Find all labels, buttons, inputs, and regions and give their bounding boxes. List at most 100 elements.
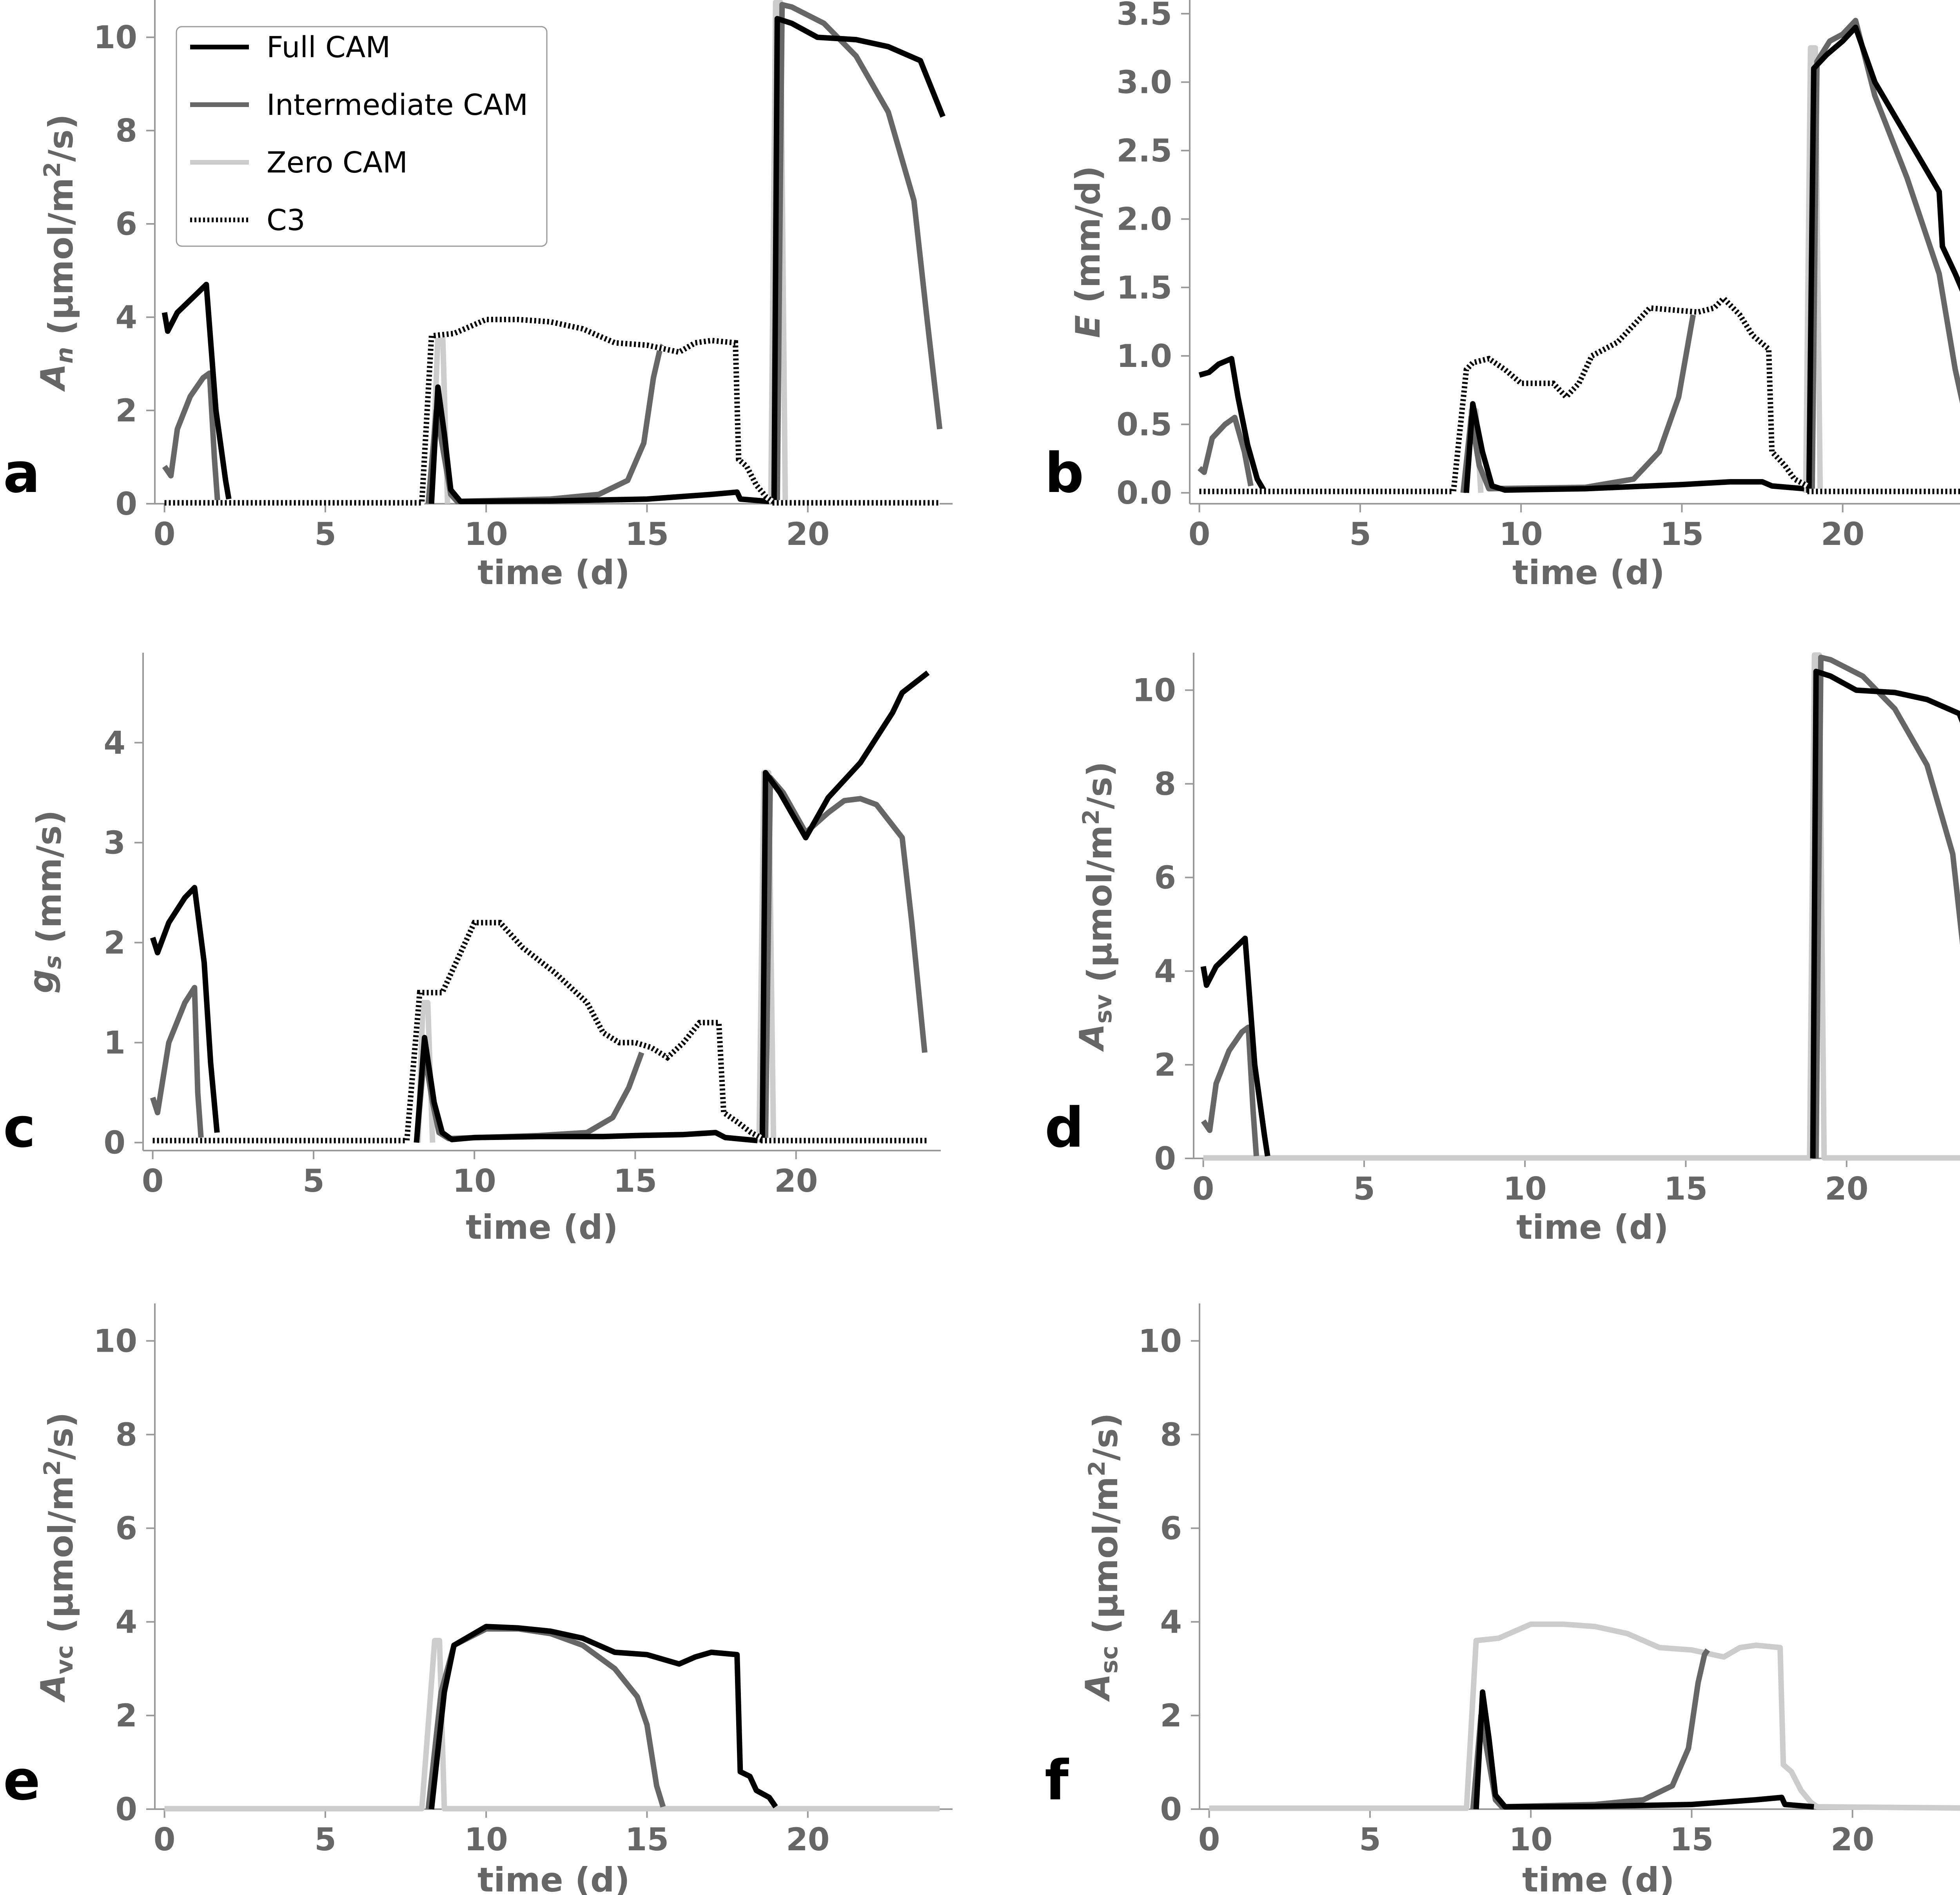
y-tick-label: 6 <box>1154 859 1176 896</box>
y-tick-label: 4 <box>1154 953 1176 989</box>
x-tick-label: 15 <box>625 1821 669 1858</box>
series-line <box>152 920 762 1144</box>
x-tick-label: 5 <box>303 1163 325 1199</box>
panel-b: 0 5 10 15 20 0.0 0.5 1.0 1.5 2.0 2.5 3.0 3.5 time (d)… <box>1045 0 1960 592</box>
series-line <box>1203 652 1960 1161</box>
y-tick-label: 1.5 <box>1116 269 1172 306</box>
series-line <box>150 885 220 1133</box>
series-line <box>1199 294 1809 494</box>
x-tick-label: 0 <box>1198 1821 1220 1858</box>
x-tick-label: 10 <box>1503 1171 1547 1207</box>
y-axis-title: gs (mm/s) <box>22 810 69 993</box>
x-axis-title: time (d) <box>1512 553 1665 592</box>
x-tick-label: 5 <box>314 516 336 552</box>
series-line <box>1209 1621 1960 1811</box>
legend-box <box>176 26 548 247</box>
series-line <box>1198 356 1266 492</box>
series-line <box>164 1638 940 1812</box>
x-axis-title: time (d) <box>1522 1861 1675 1895</box>
x-tick-label: 15 <box>1670 1821 1713 1858</box>
y-tick-label: 3.5 <box>1116 0 1172 32</box>
y-tick-label: 10 <box>1138 1323 1182 1360</box>
series-line <box>1463 401 1804 493</box>
series-line <box>1470 1648 1710 1810</box>
x-tick-label: 20 <box>1831 1821 1874 1858</box>
y-tick-label: 2.5 <box>1116 133 1172 169</box>
y-tick-label: 8 <box>1154 766 1176 802</box>
series-line <box>1806 24 1960 493</box>
series-line <box>1803 45 1823 493</box>
y-tick-label: 4 <box>115 1604 137 1640</box>
x-tick-label: 20 <box>1825 1171 1868 1207</box>
series-full <box>162 16 946 505</box>
y-tick-label: 4 <box>103 725 125 761</box>
x-tick-label: 0 <box>154 516 176 552</box>
series-line-backing <box>1199 296 1809 494</box>
y-tick-label: 0 <box>115 1791 137 1828</box>
x-tick-label: 20 <box>1821 516 1864 552</box>
series-line <box>774 2 943 504</box>
series-full <box>1473 1689 1814 1810</box>
panel-letter: f <box>1045 1749 1069 1813</box>
x-tick-label: 15 <box>1660 516 1704 552</box>
series-c3 <box>152 920 928 1144</box>
y-tick-label: 0.5 <box>1116 406 1172 443</box>
legend-label: C3 <box>267 203 305 237</box>
y-axis-title: E (mm/d) <box>1069 166 1108 338</box>
series-line <box>162 281 232 500</box>
y-tick-label: 2.0 <box>1116 201 1172 238</box>
y-axis-title: An (μmol/m2/s) <box>34 114 81 392</box>
y-tick-label: 0 <box>1154 1140 1176 1177</box>
series-line <box>428 1624 778 1810</box>
y-tick-label: 6 <box>1160 1510 1182 1546</box>
y-tick-label: 8 <box>115 113 137 149</box>
x-axis-title: time (d) <box>1516 1208 1669 1247</box>
y-axis-title: Asv (μmol/m2/s) <box>1073 761 1120 1052</box>
y-tick-label: 0 <box>1160 1791 1182 1828</box>
series-line <box>1460 314 1696 493</box>
x-tick-label: 15 <box>1664 1171 1708 1207</box>
x-tick-label: 5 <box>314 1821 336 1858</box>
series-line <box>425 343 666 505</box>
y-axis-title: Asc (μmol/m2/s) <box>1078 1413 1125 1702</box>
y-tick-label: 2 <box>103 925 125 961</box>
y-tick-label: 1.0 <box>1116 338 1172 374</box>
x-tick-label: 5 <box>1353 1171 1375 1207</box>
series-line <box>414 1050 644 1143</box>
series-intermediate <box>1470 1648 1710 1810</box>
y-axis-title: Avc (μmol/m2/s) <box>34 1412 81 1703</box>
x-tick-label: 5 <box>1349 516 1371 552</box>
series-line <box>1201 1024 1259 1156</box>
y-tick-label: 10 <box>94 19 137 56</box>
series-line <box>162 370 220 502</box>
series-intermediate <box>1198 18 1960 493</box>
x-tick-label: 0 <box>1192 1171 1214 1207</box>
legend-label: Intermediate CAM <box>267 88 528 122</box>
y-tick-label: 4 <box>115 299 137 336</box>
series-intermediate <box>162 2 943 505</box>
x-tick-label: 20 <box>786 1821 829 1858</box>
x-tick-label: 10 <box>1499 516 1543 552</box>
y-tick-label: 3 <box>103 825 125 861</box>
series-line <box>1198 415 1254 486</box>
series-line <box>150 985 204 1138</box>
y-tick-label: 1 <box>103 1025 125 1061</box>
series-full <box>428 1624 778 1810</box>
y-tick-label: 0 <box>103 1125 125 1161</box>
x-tick-label: 5 <box>1359 1821 1381 1858</box>
y-tick-label: 8 <box>115 1416 137 1453</box>
series-line <box>762 775 927 1143</box>
x-tick-label: 20 <box>774 1163 818 1199</box>
series-line <box>1813 654 1960 1159</box>
y-tick-label: 0 <box>115 486 137 522</box>
y-tick-label: 10 <box>94 1323 137 1360</box>
series-line-backing <box>152 920 762 1144</box>
y-tick-label: 2 <box>115 1697 137 1734</box>
series-intermediate <box>1201 654 1960 1159</box>
legend: Full CAM Intermediate CAM Zero CAM C3 <box>176 26 548 247</box>
panel-letter: c <box>3 1096 36 1160</box>
series-c3 <box>164 317 940 506</box>
